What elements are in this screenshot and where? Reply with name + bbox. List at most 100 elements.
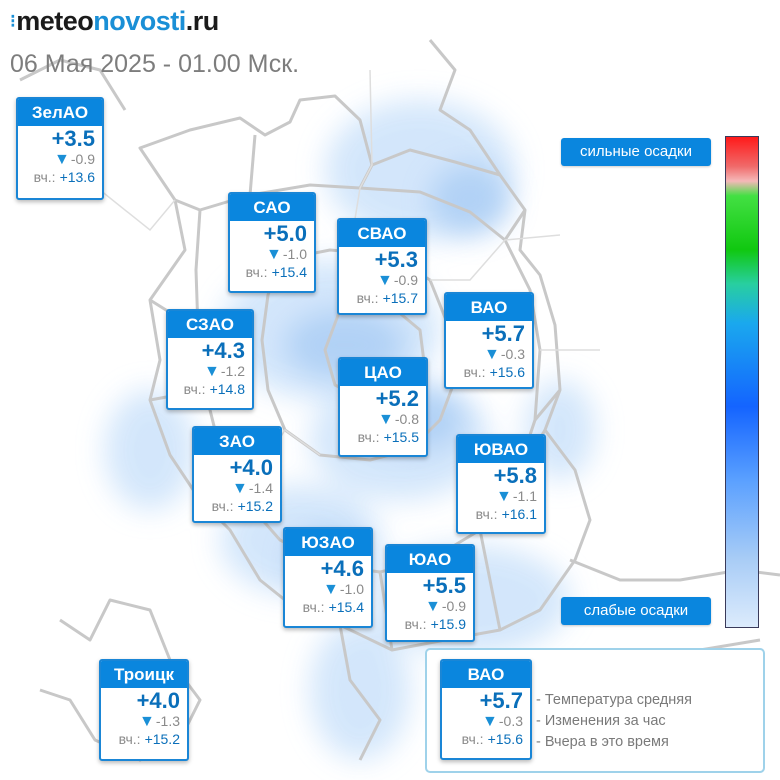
district-temperature: +4.6 <box>320 556 364 581</box>
district-card-zao[interactable]: ЗАО +4.0 ▼-1.4 вч.: +15.2 <box>192 426 282 523</box>
yesterday-label: вч.: <box>463 364 486 380</box>
yesterday-value: +15.7 <box>382 290 418 306</box>
yesterday-temp: вч.: +15.2 <box>194 497 280 515</box>
hourly-change: ▼-1.0 <box>285 581 371 598</box>
timestamp: 06 Мая 2025 - 01.00 Мск. <box>10 50 300 78</box>
yesterday-label: вч.: <box>404 616 427 632</box>
hourly-change: ▼-0.3 <box>442 713 530 730</box>
precipitation-scale-bar <box>725 136 759 628</box>
hourly-change: ▼-1.4 <box>194 480 280 497</box>
district-name: ЗАО <box>194 428 280 455</box>
district-card-vao[interactable]: ВАО +5.7 ▼-0.3 вч.: +15.6 <box>444 292 534 389</box>
district-card-yuvao[interactable]: ЮВАО +5.8 ▼-1.1 вч.: +16.1 <box>456 434 546 534</box>
yesterday-value: +14.8 <box>209 381 245 397</box>
logo-suffix: .ru <box>185 6 220 36</box>
district-card-troitsk[interactable]: Троицк +4.0 ▼-1.3 вч.: +15.2 <box>99 659 189 761</box>
yesterday-label: вч.: <box>33 169 56 185</box>
district-card-zelao[interactable]: ЗелАО +3.5 ▼-0.9 вч.: +13.6 <box>16 97 104 200</box>
yesterday-temp: вч.: +13.6 <box>18 168 102 186</box>
district-temperature: +4.0 <box>229 455 273 480</box>
district-temperature: +5.7 <box>481 321 525 346</box>
down-triangle-icon: ▼ <box>482 713 498 730</box>
down-triangle-icon: ▼ <box>266 246 282 263</box>
hourly-change: ▼-1.2 <box>168 363 252 380</box>
hourly-change-value: -1.0 <box>339 581 364 597</box>
logo-dots-icon: ⁝ <box>10 11 16 31</box>
district-temperature: +4.3 <box>201 338 245 363</box>
yesterday-temp: вч.: +15.4 <box>285 598 371 616</box>
district-card-sao[interactable]: САО +5.0 ▼-1.0 вч.: +15.4 <box>228 192 316 293</box>
district-name: ВАО <box>446 294 532 321</box>
legend-sample-card: ВАО +5.7 ▼-0.3 вч.: +15.6 <box>440 659 532 760</box>
logo-highlight: novosti <box>93 6 186 36</box>
down-triangle-icon: ▼ <box>425 598 441 615</box>
down-triangle-icon: ▼ <box>54 151 70 168</box>
hourly-change: ▼-0.8 <box>340 411 426 428</box>
district-name: СЗАО <box>168 311 252 338</box>
yesterday-temp: вч.: +15.7 <box>339 289 425 307</box>
district-card-yuzao[interactable]: ЮЗАО +4.6 ▼-1.0 вч.: +15.4 <box>283 527 373 628</box>
yesterday-value: +15.4 <box>328 599 364 615</box>
light-precipitation-label: слабые осадки <box>561 597 711 625</box>
district-name: ЗелАО <box>18 99 102 126</box>
hourly-change: ▼-0.9 <box>339 272 425 289</box>
yesterday-value: +15.2 <box>144 731 180 747</box>
yesterday-temp: вч.: +15.6 <box>446 363 532 381</box>
hourly-change-value: -0.9 <box>441 598 466 614</box>
yesterday-label: вч.: <box>475 506 498 522</box>
district-card-tsao[interactable]: ЦАО +5.2 ▼-0.8 вч.: +15.5 <box>338 357 428 457</box>
district-temperature: +5.5 <box>422 573 466 598</box>
district-card-szao[interactable]: СЗАО +4.3 ▼-1.2 вч.: +14.8 <box>166 309 254 410</box>
yesterday-value: +15.6 <box>489 364 525 380</box>
hourly-change-value: -1.3 <box>155 713 180 729</box>
yesterday-label: вч.: <box>357 429 380 445</box>
district-name: ЮАО <box>387 546 473 573</box>
district-name: ЦАО <box>340 359 426 386</box>
yesterday-value: +15.6 <box>487 731 523 747</box>
hourly-change: ▼-0.9 <box>18 151 102 168</box>
district-name: САО <box>230 194 314 221</box>
yesterday-value: +13.6 <box>59 169 95 185</box>
logo-prefix: meteo <box>16 6 94 36</box>
heavy-precipitation-label: сильные осадки <box>561 138 711 166</box>
district-card-yuao[interactable]: ЮАО +5.5 ▼-0.9 вч.: +15.9 <box>385 544 475 642</box>
down-triangle-icon: ▼ <box>377 272 393 289</box>
district-temperature: +5.7 <box>479 688 523 713</box>
yesterday-value: +15.4 <box>271 264 307 280</box>
yesterday-label: вч.: <box>302 599 325 615</box>
district-temperature: +5.8 <box>493 463 537 488</box>
yesterday-label: вч.: <box>461 731 484 747</box>
hourly-change-value: -0.3 <box>500 346 525 362</box>
yesterday-label: вч.: <box>356 290 379 306</box>
hourly-change-value: -0.9 <box>393 272 418 288</box>
down-triangle-icon: ▼ <box>378 411 394 428</box>
hourly-change: ▼-1.3 <box>101 713 187 730</box>
district-name: Троицк <box>101 661 187 688</box>
legend-line-average-temp: - Температура средняя <box>536 692 692 708</box>
down-triangle-icon: ▼ <box>204 363 220 380</box>
hourly-change-value: -0.3 <box>498 713 523 729</box>
yesterday-temp: вч.: +16.1 <box>458 505 544 523</box>
down-triangle-icon: ▼ <box>139 713 155 730</box>
district-name: ВАО <box>442 661 530 688</box>
yesterday-label: вч.: <box>245 264 268 280</box>
hourly-change: ▼-0.9 <box>387 598 473 615</box>
hourly-change: ▼-1.1 <box>458 488 544 505</box>
district-name: ЮВАО <box>458 436 544 463</box>
yesterday-value: +16.1 <box>501 506 537 522</box>
yesterday-label: вч.: <box>118 731 141 747</box>
yesterday-value: +15.5 <box>383 429 419 445</box>
yesterday-label: вч.: <box>211 498 234 514</box>
hourly-change-value: -1.2 <box>220 363 245 379</box>
yesterday-value: +15.2 <box>237 498 273 514</box>
district-temperature: +5.2 <box>375 386 419 411</box>
yesterday-temp: вч.: +15.6 <box>442 730 530 748</box>
district-card-svao[interactable]: СВАО +5.3 ▼-0.9 вч.: +15.7 <box>337 218 427 315</box>
yesterday-value: +15.9 <box>430 616 466 632</box>
site-logo[interactable]: ⁝meteonovosti.ru <box>10 6 219 37</box>
district-name: СВАО <box>339 220 425 247</box>
district-temperature: +5.0 <box>263 221 307 246</box>
down-triangle-icon: ▼ <box>323 581 339 598</box>
legend-line-hourly-change: - Изменения за час <box>536 713 666 729</box>
hourly-change-value: -1.4 <box>248 480 273 496</box>
